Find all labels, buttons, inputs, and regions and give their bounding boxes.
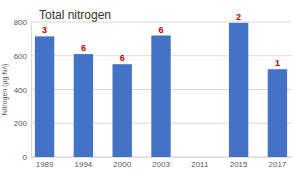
x-tick: 2017	[269, 157, 287, 169]
y-tick: 600	[14, 52, 31, 61]
bar	[112, 64, 131, 157]
bar	[229, 23, 248, 157]
y-tick: 400	[14, 86, 31, 95]
x-tick: 2003	[152, 157, 170, 169]
bar	[74, 54, 93, 157]
x-tick-label: 2003	[152, 160, 170, 169]
bar	[151, 36, 170, 158]
bars	[35, 23, 287, 157]
x-axis-line	[32, 157, 292, 158]
annotation: 6	[120, 53, 125, 63]
x-tick: 1989	[36, 157, 54, 169]
x-tick-label: 1989	[36, 160, 54, 169]
x-tick: 1994	[74, 157, 92, 169]
y-tick-label: 0	[23, 153, 28, 162]
x-tick: 2011	[191, 157, 209, 169]
annotation: 6	[158, 25, 163, 35]
annotation: 1	[275, 58, 280, 68]
x-tick: 2000	[113, 157, 131, 169]
title: Total nitrogen	[39, 8, 111, 22]
annotation: 2	[236, 12, 241, 22]
x-tick-label: 2000	[113, 160, 131, 169]
y-tick: 800	[14, 18, 31, 27]
grid	[31, 22, 291, 157]
bar	[35, 36, 54, 157]
x-tick: 2015	[230, 157, 248, 169]
bar	[268, 69, 287, 157]
chart: 0 200 400 600 800 1989 1994 2000 2003 2011 2015 201…	[0, 0, 294, 173]
y-axis-title: Nitrogen (µg N/l)	[1, 64, 9, 116]
x-tick-label: 1994	[74, 160, 92, 169]
x-tick-label: 2015	[230, 160, 248, 169]
annotation: 6	[81, 43, 86, 53]
y-axis-line	[31, 23, 32, 158]
y-axis: 0 200 400 600 800	[14, 18, 32, 162]
x-tick-label: 2017	[269, 160, 287, 169]
y-tick-label: 800	[14, 18, 28, 27]
y-tick: 200	[14, 119, 31, 128]
y-tick-label: 200	[14, 119, 28, 128]
y-tick-label: 600	[14, 52, 28, 61]
y-tick-label: 400	[14, 86, 28, 95]
x-axis: 1989 1994 2000 2003 2011 2015 2017	[32, 157, 292, 169]
annotation: 3	[42, 25, 47, 35]
x-tick-label: 2011	[191, 160, 209, 169]
y-tick: 0	[23, 153, 31, 162]
